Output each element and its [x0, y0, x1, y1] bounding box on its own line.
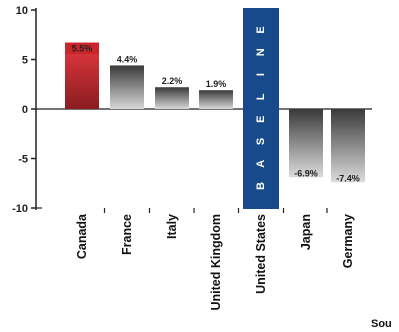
data-label: 5.5% — [72, 44, 93, 54]
category-label-united-states: United States — [254, 214, 268, 294]
baseline-letter: E — [255, 115, 267, 122]
labels-group: 5.5% Canada 4.4% France 2.2% Italy 1.9% United … — [72, 44, 360, 311]
baseline-letter: N — [255, 48, 267, 56]
y-tick-label: 0 — [22, 104, 28, 116]
source-note: Sou — [371, 318, 392, 330]
data-label: -6.9% — [294, 168, 318, 178]
bar-france — [110, 65, 144, 109]
baseline-letter: S — [255, 138, 267, 145]
bar-germany — [331, 109, 365, 183]
baseline-band — [243, 8, 279, 209]
baseline-letter: E — [255, 26, 267, 33]
baseline-letter: A — [255, 160, 267, 168]
category-label-united-kingdom: United Kingdom — [209, 214, 223, 311]
data-label: 4.4% — [117, 54, 138, 64]
baseline-letter: I — [255, 73, 267, 76]
baseline-letter: B — [255, 182, 267, 190]
category-label-italy: Italy — [165, 214, 179, 239]
y-tick-label: 5 — [22, 55, 28, 67]
data-label: 1.9% — [206, 79, 227, 89]
baseline-letter: L — [255, 93, 267, 100]
y-tick-label: -5 — [18, 154, 28, 166]
bar-italy — [155, 87, 189, 109]
category-label-canada: Canada — [75, 213, 89, 259]
highlight-bar-cap — [65, 42, 99, 55]
bar-united-kingdom — [199, 90, 233, 109]
bar-canada — [65, 54, 99, 109]
category-label-germany: Germany — [341, 214, 355, 268]
category-label-japan: Japan — [299, 214, 313, 250]
category-label-france: France — [120, 214, 134, 255]
y-tick-label: -10 — [12, 203, 28, 215]
data-label: 2.2% — [162, 76, 183, 86]
y-tick-label: 10 — [16, 5, 28, 17]
bars-group: B A S E L I N E — [65, 8, 365, 209]
bar-japan — [289, 109, 323, 178]
data-label: -7.4% — [336, 173, 360, 183]
